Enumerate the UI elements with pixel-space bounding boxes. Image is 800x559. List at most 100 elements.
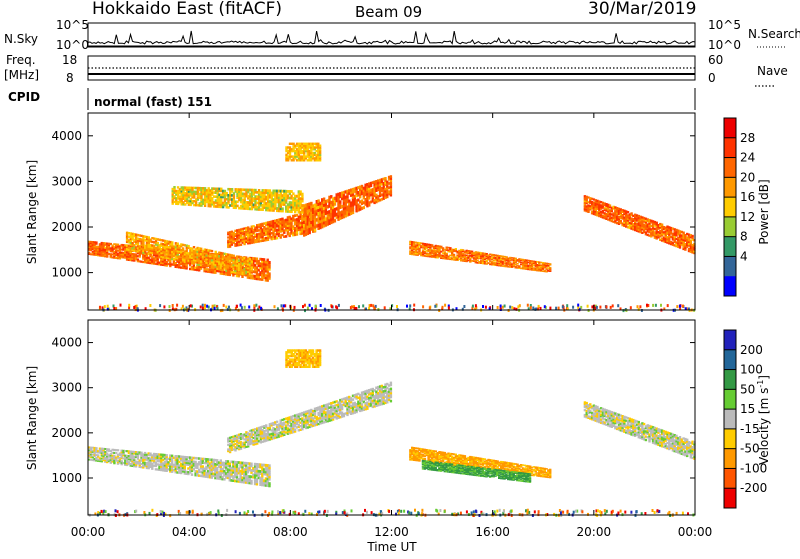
heatmap-cell bbox=[485, 306, 487, 309]
heatmap-cell bbox=[434, 305, 436, 308]
heatmap-cell bbox=[149, 304, 151, 307]
cpid-value: normal (fast) 151 bbox=[94, 95, 212, 109]
heatmap-cell bbox=[448, 306, 450, 309]
heatmap-cell bbox=[190, 304, 192, 307]
heatmap-cell bbox=[107, 305, 109, 308]
cpid-label: CPID bbox=[8, 90, 40, 104]
heatmap-cell bbox=[301, 204, 303, 207]
heatmap-cell bbox=[500, 305, 502, 308]
cpid-panel: CPID normal (fast) 151 bbox=[8, 88, 695, 110]
heatmap-cell bbox=[530, 306, 532, 309]
noise-tick-high-left: 10^5 bbox=[56, 18, 89, 32]
heatmap-cell bbox=[652, 304, 654, 307]
heatmap-cell bbox=[331, 305, 333, 308]
heatmap-cell bbox=[637, 305, 639, 308]
heatmap-cell bbox=[294, 306, 296, 309]
power-ylabel: Slant Range [km] bbox=[25, 160, 39, 264]
y-tick-label: 2000 bbox=[51, 220, 82, 234]
heatmap-cell bbox=[304, 304, 306, 307]
heatmap-cell bbox=[283, 304, 285, 307]
heatmap-cell bbox=[248, 306, 250, 309]
heatmap-cell bbox=[251, 260, 253, 262]
heatmap-cell bbox=[511, 306, 513, 309]
heatmap-cell bbox=[562, 305, 564, 308]
heatmap-cell bbox=[253, 304, 255, 307]
heatmap-region bbox=[285, 143, 321, 162]
noise-panel: N.Sky N.Search 10^5 10^0 10^5 10^0 bbox=[4, 18, 800, 52]
heatmap-cell bbox=[630, 306, 632, 309]
noise-right-label: N.Search bbox=[748, 27, 800, 41]
heatmap-cell bbox=[233, 255, 235, 257]
heatmap-cell bbox=[517, 305, 519, 308]
heatmap-cell bbox=[370, 304, 372, 307]
heatmap-cell bbox=[99, 306, 101, 309]
heatmap-cell bbox=[200, 248, 202, 250]
y-tick-label: 1000 bbox=[51, 266, 82, 280]
heatmap-cell bbox=[307, 307, 309, 310]
heatmap-cell bbox=[540, 307, 542, 310]
heatmap-cell bbox=[244, 306, 246, 309]
heatmap-cell bbox=[319, 145, 321, 147]
heatmap-cell bbox=[587, 305, 589, 308]
heatmap-cell bbox=[182, 305, 184, 308]
heatmap-cell bbox=[182, 247, 184, 249]
heatmap-cell bbox=[339, 200, 341, 203]
heatmap-cell bbox=[159, 304, 161, 307]
heatmap-cell bbox=[231, 188, 233, 191]
heatmap-cell bbox=[639, 305, 641, 308]
heatmap-cell bbox=[204, 304, 206, 307]
heatmap-cell bbox=[97, 454, 99, 456]
heatmap-cell bbox=[475, 304, 477, 307]
noise-tick-low-left: 10^0 bbox=[56, 38, 89, 52]
heatmap-cell bbox=[240, 244, 242, 246]
heatmap-cell bbox=[463, 305, 465, 308]
heatmap-cell bbox=[202, 307, 204, 310]
heatmap-cell bbox=[384, 177, 386, 180]
heatmap-cell bbox=[612, 304, 614, 307]
velocity-heatmap bbox=[88, 349, 696, 517]
heatmap-cell bbox=[446, 253, 448, 255]
heatmap-cell bbox=[166, 454, 168, 456]
heatmap-cell bbox=[249, 258, 251, 260]
heatmap-cell bbox=[187, 245, 189, 247]
heatmap-cell bbox=[351, 305, 353, 308]
heatmap-cell bbox=[117, 449, 119, 451]
heatmap-cell bbox=[497, 306, 499, 309]
heatmap-cell bbox=[422, 305, 424, 308]
heatmap-cell bbox=[516, 263, 518, 265]
heatmap-cell bbox=[171, 241, 173, 243]
radar-title: Hokkaido East (fitACF) bbox=[92, 0, 282, 19]
heatmap-cell bbox=[193, 246, 195, 248]
heatmap-cell bbox=[202, 465, 204, 468]
heatmap-cell bbox=[390, 175, 392, 178]
heatmap-cell bbox=[211, 250, 213, 252]
noise-trace bbox=[88, 31, 695, 44]
heatmap-cell bbox=[682, 232, 684, 234]
heatmap-cell bbox=[354, 307, 356, 310]
heatmap-cell bbox=[363, 206, 365, 209]
heatmap-cell bbox=[591, 305, 593, 308]
heatmap-cell bbox=[157, 242, 159, 244]
beam-label: Beam 09 bbox=[355, 3, 422, 21]
freq-panel: Freq. [MHz] 18 8 60 0 Nave bbox=[4, 53, 788, 86]
heatmap-cell bbox=[555, 307, 557, 310]
heatmap-cell bbox=[577, 304, 579, 307]
heatmap-cell bbox=[200, 306, 202, 309]
heatmap-cell bbox=[268, 272, 270, 275]
heatmap-cell bbox=[263, 258, 265, 261]
heatmap-cell bbox=[482, 305, 484, 308]
heatmap-cell bbox=[95, 447, 97, 449]
heatmap-cell bbox=[256, 258, 258, 261]
heatmap-cell bbox=[223, 304, 225, 307]
heatmap-cell bbox=[281, 207, 283, 210]
heatmap-cell bbox=[240, 304, 242, 307]
heatmap-cell bbox=[655, 304, 657, 307]
heatmap-cell bbox=[660, 304, 662, 307]
heatmap-cell bbox=[515, 258, 517, 260]
freq-label-1: Freq. bbox=[6, 53, 36, 67]
heatmap-cell bbox=[169, 305, 171, 308]
heatmap-cell bbox=[200, 260, 202, 262]
heatmap-cell bbox=[121, 460, 123, 462]
